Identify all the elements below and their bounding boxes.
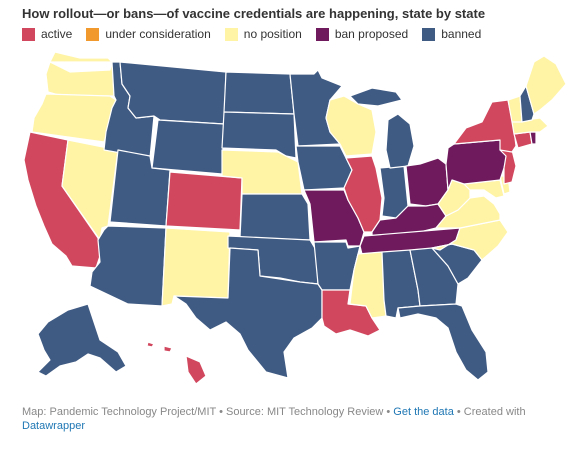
- legend-label-active: active: [41, 27, 72, 41]
- state-az[interactable]: [90, 226, 166, 306]
- footer-separator: • Created with: [454, 406, 526, 418]
- legend-swatch-active: [22, 28, 35, 41]
- footer-credit: Map: Pandemic Technology Project/MIT • S…: [22, 406, 393, 418]
- footer: Map: Pandemic Technology Project/MIT • S…: [22, 405, 562, 433]
- state-nm[interactable]: [162, 228, 230, 306]
- legend-item-under-consideration: under consideration: [86, 27, 210, 41]
- legend-item-no-position: no position: [225, 27, 302, 41]
- state-ia[interactable]: [296, 146, 352, 190]
- legend-item-banned: banned: [422, 27, 481, 41]
- legend-item-ban-proposed: ban proposed: [316, 27, 408, 41]
- legend-label-banned: banned: [441, 27, 481, 41]
- state-nd[interactable]: [224, 72, 294, 114]
- legend-swatch-banned: [422, 28, 435, 41]
- legend: active under consideration no position b…: [22, 27, 495, 41]
- legend-swatch-under-consideration: [86, 28, 99, 41]
- state-ks[interactable]: [240, 194, 310, 240]
- state-me[interactable]: [526, 56, 566, 114]
- legend-label-under-consideration: under consideration: [105, 27, 210, 41]
- legend-swatch-ban-proposed: [316, 28, 329, 41]
- state-wa[interactable]: [46, 52, 114, 96]
- get-the-data-link[interactable]: Get the data: [393, 406, 454, 418]
- state-mt[interactable]: [120, 62, 226, 124]
- us-map-svg: [0, 50, 584, 400]
- legend-label-no-position: no position: [244, 27, 302, 41]
- state-hi[interactable]: [147, 342, 206, 384]
- state-co[interactable]: [166, 172, 242, 230]
- us-map: [0, 50, 584, 400]
- state-ak[interactable]: [38, 304, 126, 376]
- map-title: How rollout—or bans—of vaccine credentia…: [22, 6, 485, 21]
- datawrapper-link[interactable]: Datawrapper: [22, 420, 85, 432]
- state-wy[interactable]: [152, 120, 224, 174]
- legend-label-ban-proposed: ban proposed: [335, 27, 408, 41]
- state-ct[interactable]: [514, 132, 532, 148]
- state-fl[interactable]: [398, 304, 488, 380]
- legend-item-active: active: [22, 27, 72, 41]
- legend-swatch-no-position: [225, 28, 238, 41]
